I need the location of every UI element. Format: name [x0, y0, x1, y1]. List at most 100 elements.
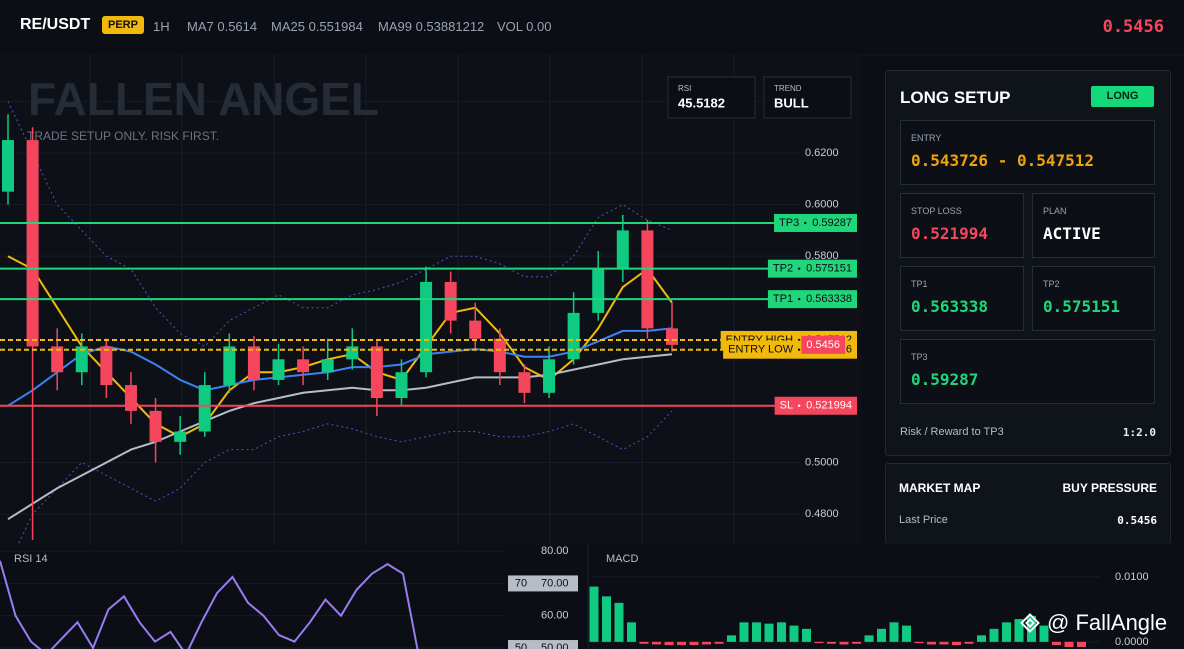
tag-bg — [767, 290, 857, 309]
macd-bar — [902, 625, 911, 642]
panel-title: RSI 14 — [14, 553, 48, 565]
macd-bar — [802, 628, 811, 642]
candle-body — [518, 372, 531, 393]
indicator-label: TREND — [774, 84, 802, 93]
macd-bar — [977, 635, 986, 642]
map-status: BUY PRESSURE — [1062, 481, 1157, 495]
macd-bar — [652, 641, 661, 645]
ma7: MA7 0.5614 — [187, 19, 257, 34]
level-tag: 50 — [515, 642, 527, 649]
y-tick-label: 0.5000 — [805, 456, 839, 468]
macd-bar — [1064, 641, 1074, 648]
ma-label: MA99 — [378, 19, 412, 34]
tag-dot — [797, 297, 801, 301]
ma-label: MA7 — [187, 19, 214, 34]
macd-bar — [964, 641, 974, 644]
value: 0.543726 - 0.547512 — [911, 151, 1095, 170]
macd-bar — [677, 641, 686, 646]
vol-value: 0.00 — [526, 19, 552, 34]
ma-value: 0.5614 — [217, 19, 258, 34]
level-tag-bg — [508, 575, 578, 592]
price-tag: 0.5456 — [801, 335, 845, 354]
candle-body — [51, 346, 64, 373]
candle-body — [420, 281, 433, 373]
value: ACTIVE — [1043, 224, 1101, 243]
macd-bar — [839, 641, 849, 645]
watermark-title: FALLEN ANGEL — [28, 73, 379, 125]
candle-body — [616, 230, 629, 270]
ma-line — [7, 327, 673, 407]
macd-bar — [777, 622, 786, 642]
macd-bar — [927, 641, 936, 645]
candle-body — [174, 431, 187, 442]
indicator-value: BULL — [774, 95, 809, 110]
rr-label: Risk / Reward to TP3 — [900, 426, 1004, 438]
macd-bar — [827, 641, 836, 644]
macd-bar — [1052, 641, 1061, 646]
label: TP1 — [911, 279, 928, 289]
candle-body — [666, 328, 678, 345]
macd-bar — [864, 635, 874, 642]
macd-bar — [939, 641, 949, 645]
label: ENTRY — [911, 133, 942, 143]
candle-body — [592, 269, 605, 313]
ma-label: MA25 — [271, 19, 305, 34]
price-tag: 0.563338 TP1 — [767, 290, 857, 309]
macd-bar — [877, 628, 886, 642]
rsi-bg — [0, 545, 580, 649]
macd-bar — [689, 641, 699, 646]
tag-bg — [774, 213, 857, 232]
ma-value: 0.53881212 — [415, 19, 485, 34]
y-tick-label: 50.00 — [541, 642, 569, 649]
candle-body — [641, 230, 654, 329]
subtitle: TRADE SETUP ONLY. RISK FIRST. — [27, 129, 219, 143]
candle-body — [247, 346, 260, 380]
level-tag: 70 — [515, 577, 527, 589]
indicator-box — [763, 76, 852, 119]
macd-bar — [1039, 625, 1049, 642]
label: TP2 — [1043, 279, 1060, 289]
panel-title: MACD — [606, 553, 638, 565]
y-tick-label: 0.6000 — [805, 198, 839, 210]
macd-bar — [714, 641, 724, 644]
price-tag: 0.521994 SL — [774, 396, 857, 415]
tp2-box: TP2 0.575151 — [1032, 266, 1155, 331]
tag-bg — [801, 335, 845, 354]
last-value: 0.5456 — [1117, 514, 1157, 527]
long-badge: LONG — [1091, 86, 1154, 107]
y-tick-label: 0.6200 — [805, 147, 839, 159]
macd-bar — [989, 628, 999, 642]
macd-bar — [639, 641, 649, 644]
macd-bar — [614, 602, 624, 642]
value: 0.59287 — [911, 370, 979, 389]
macd-bar — [789, 625, 799, 642]
last-price: 0.5456 — [1102, 17, 1164, 37]
tag-value: 0.563338 — [806, 293, 852, 305]
volume: VOL 0.00 — [497, 19, 551, 34]
candle-body — [26, 140, 39, 347]
y-tick-label: 0.0100 — [1115, 571, 1149, 583]
tag-value: 0.5456 — [806, 339, 840, 351]
indicator-box — [667, 76, 756, 119]
tag-dot — [797, 404, 801, 407]
macd-bar — [589, 586, 599, 642]
last-label: Last Price — [899, 514, 948, 526]
candle-body — [444, 281, 457, 321]
plan-box: PLAN ACTIVE — [1032, 193, 1155, 258]
band-line — [17, 410, 673, 545]
tag-value: 0.575151 — [806, 263, 852, 275]
indicator-value: 45.5182 — [678, 95, 725, 110]
watermark: @ FallAngle — [1017, 610, 1167, 636]
tag-label: TP3 — [779, 217, 799, 229]
candle-body — [75, 346, 88, 373]
macd-bar — [702, 641, 711, 645]
interval: 1H — [153, 19, 170, 34]
macd-bar — [1002, 622, 1011, 642]
candle-body — [198, 385, 211, 432]
candle-body — [469, 320, 482, 339]
label: TP3 — [911, 352, 928, 362]
macd-bar — [952, 641, 961, 646]
y-tick-label: 70.00 — [541, 577, 569, 589]
